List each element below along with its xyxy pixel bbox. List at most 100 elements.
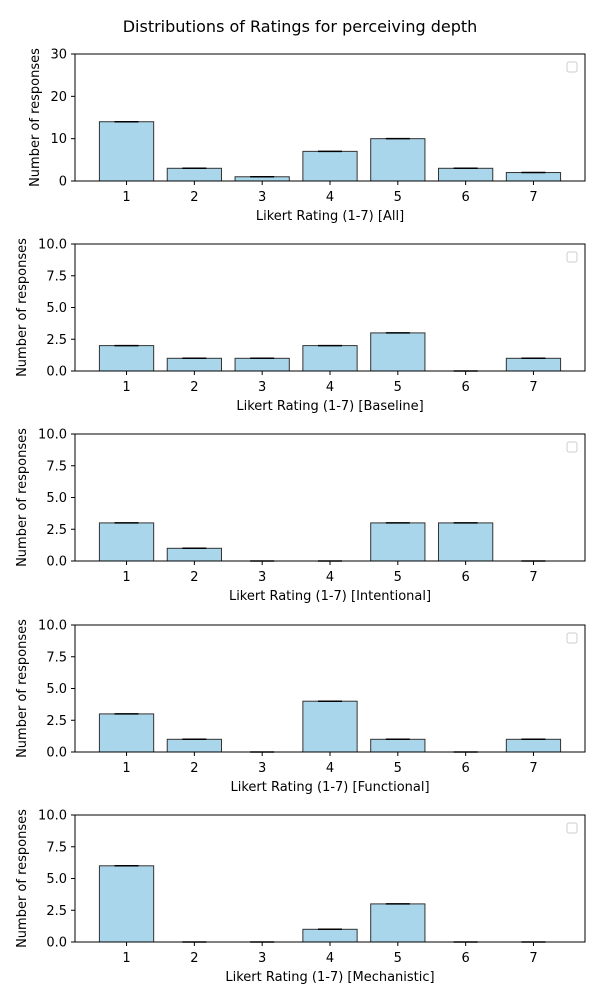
legend-box — [566, 822, 578, 834]
y-tick-label: 2.5 — [46, 904, 67, 919]
bar-5 — [370, 738, 426, 753]
bar-6 — [438, 167, 494, 182]
x-tick-label: 6 — [461, 761, 469, 776]
x-tick-label: 4 — [326, 570, 334, 585]
bar-5 — [370, 332, 426, 372]
legend-box — [566, 61, 578, 73]
x-tick-label: 3 — [258, 570, 266, 585]
bar-7 — [505, 357, 562, 372]
y-tick-label: 7.5 — [46, 269, 67, 284]
legend-box — [566, 632, 578, 644]
y-tick-label: 2.5 — [46, 714, 67, 729]
y-tick-label: 10.0 — [38, 238, 67, 253]
y-tick-label: 0.0 — [46, 555, 67, 570]
bar-2 — [166, 167, 222, 182]
bar-1 — [98, 865, 155, 943]
x-tick-label: 1 — [122, 951, 130, 966]
x-tick-label: 6 — [461, 190, 469, 205]
x-axis-label: Likert Rating (1-7) [Intentional] — [229, 589, 431, 604]
y-tick-label: 10.0 — [38, 809, 67, 824]
bar-4 — [302, 700, 358, 753]
y-tick-label: 7.5 — [46, 650, 67, 665]
bar-2 — [166, 738, 222, 753]
figure-title: Distributions of Ratings for perceiving … — [122, 17, 478, 36]
bar-7 — [505, 172, 562, 182]
x-tick-label: 6 — [461, 380, 469, 395]
y-tick-label: 2.5 — [46, 333, 67, 348]
y-tick-label: 10 — [50, 132, 67, 147]
y-tick-label: 2.5 — [46, 523, 67, 538]
legend-box — [566, 251, 578, 263]
x-tick-label: 7 — [529, 570, 537, 585]
y-tick-label: 0 — [59, 175, 67, 190]
x-tick-label: 5 — [394, 570, 402, 585]
x-tick-label: 7 — [529, 761, 537, 776]
x-axis-label: Likert Rating (1-7) [Functional] — [230, 780, 429, 795]
x-tick-label: 4 — [326, 761, 334, 776]
x-tick-label: 5 — [394, 761, 402, 776]
x-tick-label: 2 — [190, 951, 198, 966]
chart-panel-3: 1 2 3 4 5 6 7 0.0 2.5 5.0 7.5 10.0 Likert Rating (1-… — [15, 428, 586, 604]
bar-3 — [234, 357, 290, 372]
y-tick-label: 0.0 — [46, 746, 67, 761]
y-tick-label: 7.5 — [46, 840, 67, 855]
x-tick-label: 3 — [258, 380, 266, 395]
bar-4 — [302, 150, 358, 182]
x-tick-label: 5 — [394, 380, 402, 395]
x-tick-label: 4 — [326, 380, 334, 395]
bar-1 — [98, 522, 155, 562]
bar-7 — [505, 738, 562, 753]
y-tick-label: 30 — [50, 48, 67, 63]
bar-5 — [370, 903, 426, 943]
y-tick-label: 5.0 — [46, 872, 67, 887]
y-tick-label: 10.0 — [38, 428, 67, 443]
x-tick-label: 3 — [258, 951, 266, 966]
y-tick-label: 5.0 — [46, 682, 67, 697]
x-tick-label: 5 — [394, 190, 402, 205]
y-axis-label: Number of responses — [15, 428, 30, 567]
y-tick-label: 0.0 — [46, 936, 67, 951]
bar-2 — [166, 357, 222, 372]
y-tick-label: 10.0 — [38, 619, 67, 634]
x-tick-label: 7 — [529, 190, 537, 205]
x-axis-label: Likert Rating (1-7) [Baseline] — [236, 399, 423, 414]
x-tick-label: 6 — [461, 570, 469, 585]
y-tick-label: 0.0 — [46, 365, 67, 380]
bar-5 — [370, 522, 426, 562]
y-tick-label: 5.0 — [46, 301, 67, 316]
chart-panel-2: 1 2 3 4 5 6 7 0.0 2.5 5.0 7.5 10.0 Likert Rating (1-… — [15, 238, 586, 414]
x-tick-label: 3 — [258, 761, 266, 776]
x-tick-label: 1 — [122, 190, 130, 205]
x-tick-label: 5 — [394, 951, 402, 966]
bar-1 — [98, 345, 155, 372]
bar-6 — [438, 522, 494, 562]
y-tick-label: 20 — [50, 90, 67, 105]
x-tick-label: 6 — [461, 951, 469, 966]
y-tick-label: 5.0 — [46, 491, 67, 506]
x-tick-label: 7 — [529, 380, 537, 395]
bar-5 — [370, 138, 426, 182]
chart-panel-1: 1 2 3 4 5 6 7 0 10 20 30 Likert Rating (1-7) [All] N… — [28, 48, 586, 224]
x-tick-label: 7 — [529, 951, 537, 966]
chart-panel-4: 1 2 3 4 5 6 7 0.0 2.5 5.0 7.5 10.0 Likert Rating (1-… — [15, 619, 586, 795]
x-axis-label: Likert Rating (1-7) [All] — [256, 209, 404, 224]
x-tick-label: 1 — [122, 380, 130, 395]
x-tick-label: 1 — [122, 761, 130, 776]
x-tick-label: 2 — [190, 380, 198, 395]
y-axis-label: Number of responses — [15, 809, 30, 948]
y-axis-label: Number of responses — [28, 48, 43, 187]
x-tick-label: 2 — [190, 570, 198, 585]
x-tick-label: 3 — [258, 190, 266, 205]
bar-1 — [98, 121, 155, 182]
x-tick-label: 2 — [190, 190, 198, 205]
legend-box — [566, 441, 578, 453]
x-tick-label: 4 — [326, 951, 334, 966]
chart-panel-5: 1 2 3 4 5 6 7 0.0 2.5 5.0 7.5 10.0 Likert Rating (1-… — [15, 809, 586, 985]
x-tick-label: 4 — [326, 190, 334, 205]
bar-1 — [98, 713, 155, 753]
bar-4 — [302, 345, 358, 372]
y-axis-label: Number of responses — [15, 238, 30, 377]
y-tick-label: 7.5 — [46, 459, 67, 474]
